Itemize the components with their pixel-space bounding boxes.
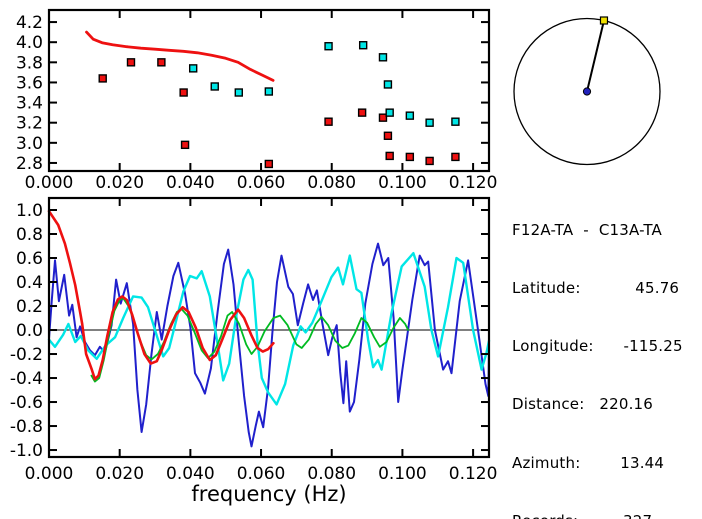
- records-line: Records: 327: [512, 512, 683, 519]
- x-tick-label: 0.100: [378, 464, 427, 484]
- red-square-measurements-marker: [157, 58, 166, 67]
- x-tick-label: 0.060: [237, 173, 286, 193]
- x-tick-label: 0.120: [449, 173, 498, 193]
- y-tick-label: 3.4: [16, 94, 43, 114]
- longitude-line: Longitude: -115.25: [512, 337, 683, 356]
- cyan-square-measurements-marker: [385, 108, 394, 117]
- y-tick-label: 3.8: [16, 53, 43, 73]
- cyan-square-measurements-marker: [378, 53, 388, 62]
- distance-line: Distance: 220.16: [512, 395, 654, 414]
- x-tick-label: 0.100: [378, 173, 427, 193]
- reference-dispersion-curve: [85, 30, 275, 82]
- y-tick-label: 3.2: [16, 114, 43, 134]
- x-tick-label: 0.080: [307, 173, 356, 193]
- cyan-square-measurements-marker: [324, 42, 333, 51]
- red-square-measurements-marker: [324, 117, 333, 126]
- y-tick-label: 1.0: [16, 201, 43, 221]
- red-square-measurements-marker: [126, 58, 136, 67]
- center-station-dot: [582, 87, 592, 96]
- station-pair-title: F12A-TA - C13A-TA: [512, 220, 663, 239]
- phase-velocity-plot: 0.000 0.020 0.040 0.060 0.080 0.100 0.1202.83.…: [16, 8, 498, 193]
- cyan-square-measurements-marker: [451, 117, 460, 126]
- blue-spectrum-trace: [48, 242, 490, 448]
- cyan-square-measurements-marker: [188, 64, 198, 73]
- azimuth-line-text: Azimuth: 13.44: [512, 453, 665, 472]
- red-square-measurements-marker: [425, 156, 434, 166]
- cyan-square-measurements-marker: [264, 87, 274, 96]
- y-tick-label: 4.2: [16, 13, 43, 33]
- y-tick-label: 4.0: [16, 33, 43, 53]
- y-tick-label: -0.8: [10, 417, 43, 437]
- y-tick-label: -0.4: [10, 369, 43, 389]
- y-tick-label: 3.0: [16, 134, 43, 154]
- phase-velocity-plot-frame: [47, 8, 491, 173]
- y-tick-label: 0.8: [16, 225, 43, 245]
- x-tick-label: 0.080: [307, 464, 356, 484]
- cyan-square-measurements-marker: [234, 88, 243, 97]
- x-tick-label: 0.000: [25, 173, 74, 193]
- red-square-measurements-marker: [98, 74, 107, 83]
- y-tick-label: 0.2: [16, 297, 43, 317]
- station-info-panel: F12A-TA - C13A-TA Latitude: 45.76 Longit…: [512, 182, 683, 519]
- red-square-measurements-marker: [264, 159, 274, 169]
- waveform-plot-frame: [47, 196, 491, 459]
- red-square-measurements-marker: [385, 151, 394, 161]
- y-tick-label: 0.4: [16, 273, 43, 293]
- cyan-square-measurements-marker: [425, 118, 434, 127]
- y-tick-label: -0.6: [10, 393, 43, 413]
- red-square-measurements-marker: [405, 152, 415, 162]
- cyan-square-measurements-marker: [358, 41, 368, 50]
- red-square-measurements-marker: [179, 88, 188, 97]
- dial-circle: [513, 17, 661, 166]
- x-tick-label: 0.000: [25, 464, 74, 484]
- y-tick-label: 0.0: [16, 321, 43, 341]
- red-square-measurements-marker: [451, 152, 460, 162]
- red-square-measurements-marker: [180, 140, 190, 150]
- latitude-line: Latitude: 45.76: [512, 279, 680, 298]
- azimuth-dial: [513, 16, 661, 166]
- x-axis-title: frequency (Hz): [191, 482, 346, 506]
- cyan-square-measurements-marker: [383, 80, 393, 89]
- x-tick-label: 0.040: [166, 464, 215, 484]
- x-tick-label: 0.020: [95, 173, 144, 193]
- waveform-plot: 0.000 0.020 0.040 0.060 0.080 0.100 0.120 -1.0 -…: [10, 196, 498, 506]
- y-tick-label: 2.8: [16, 154, 43, 174]
- cyan-spectrum-trace: [47, 251, 491, 406]
- red-square-measurements-marker: [383, 131, 393, 140]
- azimuth-pointer-line: [586, 20, 605, 92]
- cyan-square-measurements-marker: [405, 111, 415, 120]
- red-square-measurements-marker: [378, 113, 388, 122]
- red-bessel-trace: [47, 209, 275, 381]
- x-tick-label: 0.060: [237, 464, 286, 484]
- cyan-square-measurements-marker: [210, 82, 219, 91]
- y-tick-label: 0.6: [16, 249, 43, 269]
- x-tick-label: 0.120: [449, 464, 498, 484]
- x-tick-label: 0.020: [95, 464, 144, 484]
- remote-station-marker: [599, 16, 609, 25]
- x-tick-label: 0.040: [166, 173, 215, 193]
- y-tick-label: -0.2: [10, 345, 43, 365]
- y-tick-label: -1.0: [10, 441, 43, 461]
- y-tick-label: 3.6: [16, 73, 43, 93]
- red-square-measurements-marker: [357, 108, 367, 117]
